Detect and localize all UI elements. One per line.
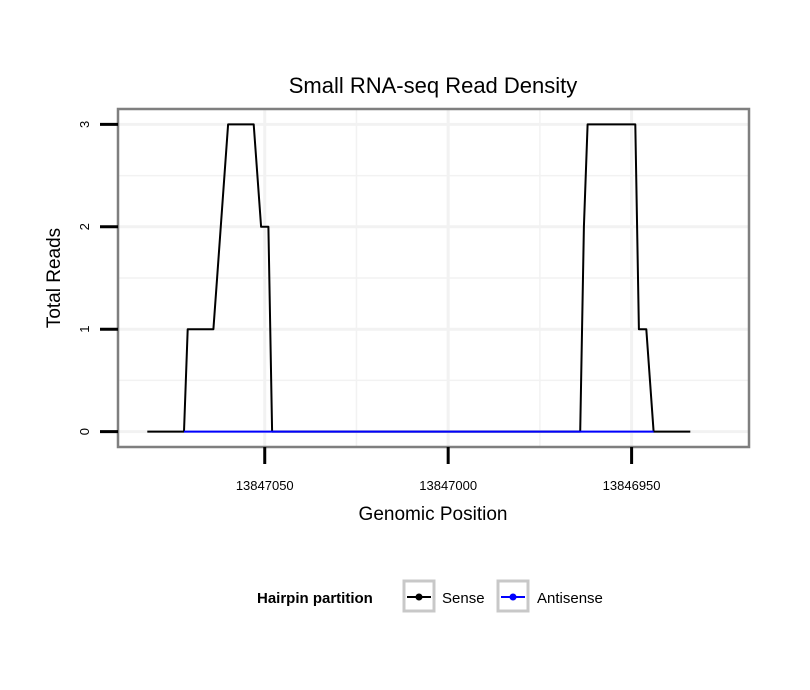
y-tick-label: 1 — [77, 326, 92, 333]
y-tick-label: 2 — [77, 223, 92, 230]
chart-title: Small RNA-seq Read Density — [289, 73, 578, 98]
x-axis-title: Genomic Position — [359, 504, 508, 525]
series-line-sense — [147, 123, 691, 433]
y-tick-label: 3 — [77, 121, 92, 128]
plot-panel-border — [116, 107, 751, 449]
x-axis-ticks: 13847050 13847000 13846950 — [236, 447, 661, 493]
legend: Hairpin partition Sense Antisense — [257, 579, 603, 613]
y-axis-title: Total Reads — [44, 228, 65, 328]
legend-title: Hairpin partition — [257, 590, 373, 607]
y-axis-ticks: 0 1 2 3 — [77, 121, 118, 435]
x-tick-label: 13847050 — [236, 478, 294, 493]
y-tick-label: 0 — [77, 428, 92, 435]
legend-point-antisense — [509, 593, 517, 601]
x-tick-label: 13847000 — [419, 478, 477, 493]
legend-label-antisense: Antisense — [537, 590, 603, 607]
x-tick-label: 13846950 — [603, 478, 661, 493]
legend-label-sense: Sense — [442, 590, 485, 607]
data-series — [147, 123, 691, 433]
legend-point-sense — [415, 593, 423, 601]
grid-lines — [118, 109, 749, 447]
